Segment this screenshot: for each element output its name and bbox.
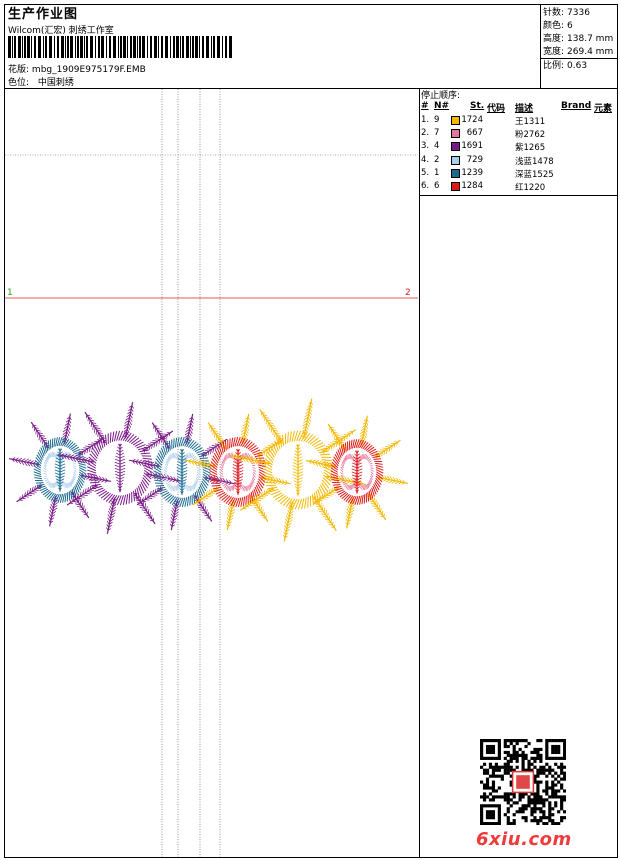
legend-index: 3. [421, 141, 430, 152]
legend-needle: 1 [434, 167, 440, 178]
legend-code: 1724 [461, 115, 483, 125]
legend-needle: 9 [434, 115, 440, 125]
legend-code: 1284 [461, 181, 483, 191]
end-marker: 2 [405, 288, 411, 298]
col-header-index: # [421, 101, 429, 111]
legend-needle: 4 [434, 141, 440, 152]
legend-code: 1691 [461, 141, 483, 152]
legend-index: 2. [421, 128, 430, 139]
stat-height: 高度: 138.7 mm [543, 34, 614, 44]
col-header-desc: 描述 [515, 104, 534, 114]
stats-bottom-rule [540, 58, 618, 59]
col-header-needle: N# [434, 101, 450, 111]
legend-index: 6. [421, 181, 430, 191]
legend-row: 3. 4 1691 紫1265 [421, 141, 616, 154]
legend-desc: 王1311 [515, 117, 546, 127]
stat-colors: 颜色: 6 [543, 21, 573, 31]
legend-index: 1. [421, 115, 430, 125]
color-swatch [451, 155, 460, 165]
legend-desc: 紫1265 [515, 143, 546, 154]
start-marker: 1 [7, 288, 13, 298]
legend-code: 1239 [461, 167, 483, 178]
legend-row: 4. 2 729 浅蓝1478 [421, 155, 616, 168]
color-swatch [451, 182, 460, 191]
col-header-stitch: St. [470, 101, 485, 111]
company-name: Wilcom(汇宏) 刺绣工作室 [8, 26, 114, 36]
stat-scale: 比例: 0.63 [543, 61, 588, 71]
color-swatch [451, 168, 460, 178]
page-frame [4, 4, 618, 858]
legend-needle: 7 [434, 128, 440, 139]
legend-code: 729 [466, 154, 483, 165]
legend-desc: 粉2762 [515, 130, 546, 141]
page-title: 生产作业图 [8, 7, 79, 22]
legend-code: 667 [466, 128, 483, 139]
legend-bottom-rule [419, 195, 618, 196]
design-file-line: 花版: mbg_1909E975179F.EMB [8, 62, 146, 75]
stat-stitches: 针数: 7336 [543, 8, 590, 18]
stats-divider [540, 4, 541, 88]
legend-desc: 红1220 [515, 183, 546, 193]
color-position-line: 色位: 中国刺绣 [8, 75, 74, 88]
qr-code [480, 739, 566, 825]
legend-index: 5. [421, 167, 430, 178]
color-position-value: 中国刺绣 [37, 78, 74, 88]
col-header-brand: Brand [561, 101, 592, 111]
color-position-label: 色位: [8, 78, 30, 88]
legend-index: 4. [421, 154, 430, 165]
legend-row: 1. 9 1724 王1311 [421, 115, 616, 128]
legend-row: 2. 7 667 粉2762 [421, 128, 616, 141]
color-swatch [451, 116, 460, 125]
stat-width: 宽度: 269.4 mm [543, 47, 614, 57]
legend-row: 6. 6 1284 红1220 [421, 181, 616, 194]
panel-divider [419, 88, 420, 858]
legend-needle: 2 [434, 154, 440, 165]
logo-text: 6xiu.com [476, 829, 572, 850]
col-header-code: 代码 [487, 104, 506, 114]
barcode [8, 36, 232, 58]
legend-row: 5. 1 1239 深蓝1525 [421, 168, 616, 181]
design-file-value: mbg_1909E975179F.EMB [31, 65, 146, 75]
legend-needle: 6 [434, 181, 440, 191]
site-logo: 6xiu.com [476, 829, 572, 850]
legend-desc: 浅蓝1478 [515, 156, 554, 167]
color-swatch [451, 129, 460, 139]
col-header-element: 元素 [594, 104, 613, 114]
stop-sequence-title: 停止顺序: [421, 91, 461, 101]
design-file-label: 花版: [8, 65, 30, 75]
header-bottom-rule [4, 88, 618, 89]
color-swatch [451, 142, 460, 152]
legend-desc: 深蓝1525 [515, 169, 554, 180]
